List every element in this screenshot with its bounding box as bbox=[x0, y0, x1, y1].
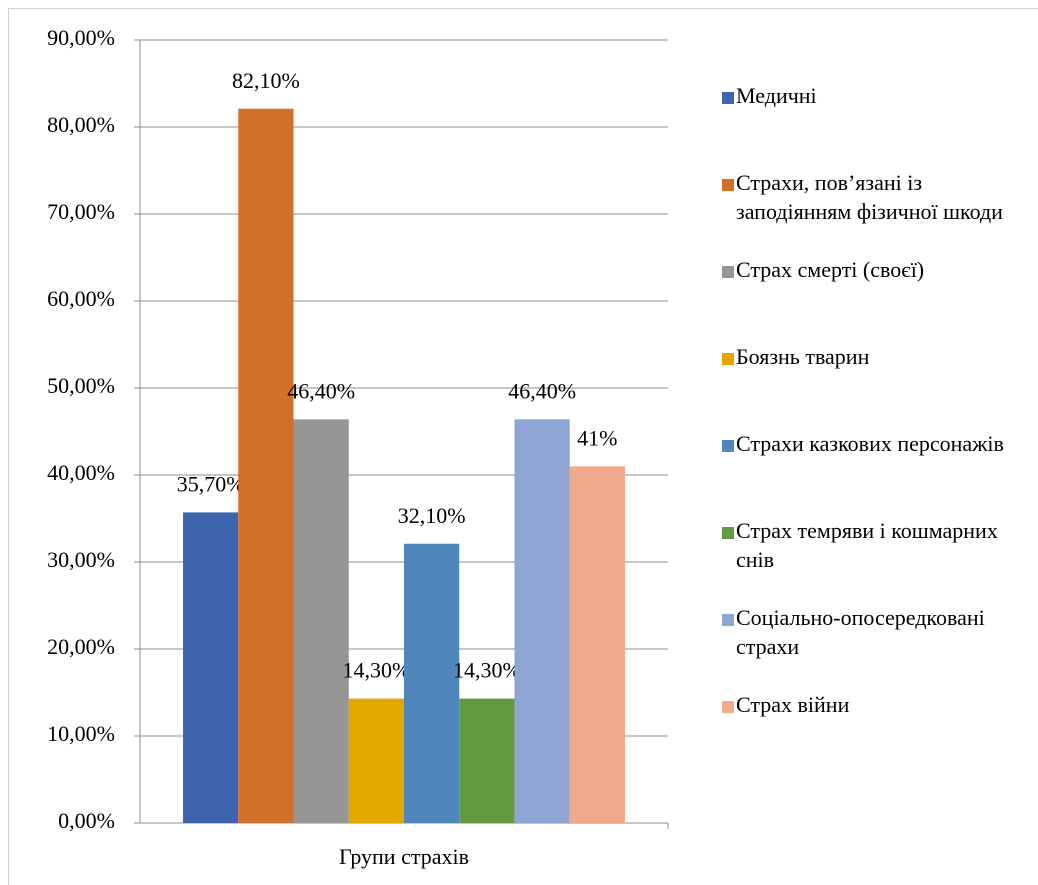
legend-label: Страх темряви і кошмарних снів bbox=[736, 518, 998, 572]
bar bbox=[293, 419, 349, 823]
legend-line: Боязнь тварин bbox=[736, 344, 870, 369]
data-label: 46,40% bbox=[508, 378, 576, 403]
legend-line: Страхи казкових персонажів bbox=[736, 431, 1004, 456]
legend-label: Страхи казкових персонажів bbox=[736, 431, 1004, 456]
bar bbox=[183, 512, 239, 823]
data-label: 35,70% bbox=[177, 471, 245, 496]
legend-label: Боязнь тварин bbox=[736, 344, 870, 369]
legend-swatch bbox=[722, 527, 734, 539]
legend-swatch bbox=[722, 266, 734, 278]
legend-label: Страх війни bbox=[736, 692, 850, 717]
legend-label: Страхи, пов’язані із заподіянням фізичної… bbox=[736, 170, 1003, 224]
legend-swatch bbox=[722, 701, 734, 713]
data-label: 41% bbox=[577, 425, 617, 450]
legend-swatch bbox=[722, 179, 734, 191]
legend-swatch bbox=[722, 92, 734, 104]
legend-line: страхи bbox=[736, 634, 799, 659]
y-tick-label: 90,00% bbox=[47, 25, 115, 50]
legend-line: снів bbox=[736, 547, 774, 572]
x-tick-label: Групи страхів bbox=[339, 844, 469, 869]
bar bbox=[348, 698, 404, 823]
y-tick-label: 70,00% bbox=[47, 199, 115, 224]
y-tick-label: 20,00% bbox=[47, 634, 115, 659]
bar bbox=[459, 698, 515, 823]
legend-label: Соціально-опосередковані страхи bbox=[736, 605, 985, 659]
y-tick-label: 30,00% bbox=[47, 547, 115, 572]
y-tick-label: 0,00% bbox=[58, 808, 115, 833]
y-tick-label: 60,00% bbox=[47, 286, 115, 311]
legend-swatch bbox=[722, 353, 734, 365]
legend-line: Страх темряви і кошмарних bbox=[736, 518, 998, 543]
y-tick-label: 40,00% bbox=[47, 460, 115, 485]
y-tick-label: 50,00% bbox=[47, 373, 115, 398]
y-tick-label: 80,00% bbox=[47, 112, 115, 137]
chart-frame bbox=[8, 8, 1038, 885]
bar bbox=[514, 419, 570, 823]
legend-line: заподіянням фізичної шкоди bbox=[736, 199, 1003, 224]
legend-label: Медичні bbox=[736, 83, 817, 108]
legend-line: Страхи, пов’язані із bbox=[736, 170, 922, 195]
legend-line: Соціально-опосередковані bbox=[736, 605, 985, 630]
bar bbox=[404, 543, 460, 823]
legend-line: Страх війни bbox=[736, 692, 850, 717]
bar bbox=[569, 466, 625, 823]
legend-swatch bbox=[722, 440, 734, 452]
y-tick-label: 10,00% bbox=[47, 721, 115, 746]
legend-swatch bbox=[722, 614, 734, 626]
data-label: 82,10% bbox=[232, 68, 300, 93]
bar bbox=[238, 108, 294, 824]
legend-line: Страх смерті (своєї) bbox=[736, 257, 924, 282]
data-label: 46,40% bbox=[287, 378, 355, 403]
legend-label: Страх смерті (своєї) bbox=[736, 257, 924, 282]
data-label: 14,30% bbox=[342, 658, 410, 683]
data-label: 32,10% bbox=[398, 503, 466, 528]
legend-line: Медичні bbox=[736, 83, 817, 108]
data-label: 14,30% bbox=[453, 658, 521, 683]
